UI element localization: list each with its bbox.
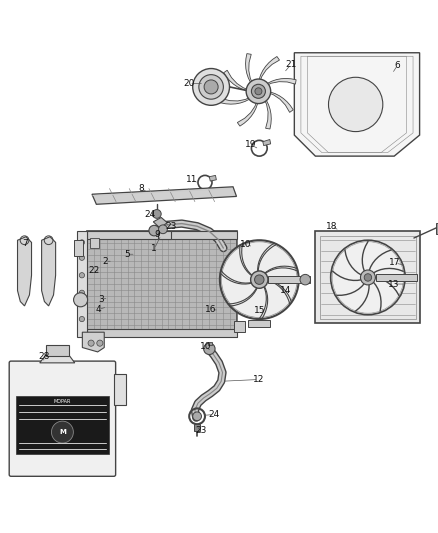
Polygon shape [92, 187, 237, 204]
Text: 17: 17 [389, 259, 401, 268]
Circle shape [246, 79, 271, 103]
Polygon shape [18, 237, 32, 306]
Text: 6: 6 [395, 61, 401, 69]
Circle shape [364, 274, 371, 281]
Polygon shape [90, 238, 99, 248]
Circle shape [360, 270, 375, 285]
Circle shape [79, 273, 85, 278]
Polygon shape [234, 321, 245, 332]
Polygon shape [158, 231, 171, 239]
Circle shape [79, 290, 85, 295]
Polygon shape [258, 56, 279, 84]
Circle shape [220, 240, 299, 319]
Circle shape [251, 84, 265, 98]
Bar [16, 397, 109, 455]
Circle shape [193, 412, 201, 421]
Text: 12: 12 [253, 375, 264, 384]
Text: 23: 23 [195, 426, 206, 435]
Text: 14: 14 [280, 286, 291, 295]
Circle shape [159, 225, 167, 233]
Polygon shape [376, 274, 417, 281]
Text: 24: 24 [144, 211, 155, 219]
Circle shape [328, 77, 383, 132]
Polygon shape [248, 320, 270, 327]
Text: M: M [59, 429, 66, 435]
Text: 20: 20 [184, 79, 195, 88]
Text: 2: 2 [102, 257, 108, 266]
Circle shape [79, 255, 85, 260]
Circle shape [88, 340, 94, 346]
Text: 15: 15 [254, 306, 265, 315]
FancyBboxPatch shape [9, 361, 116, 477]
Text: 19: 19 [245, 140, 256, 149]
Text: 13: 13 [388, 279, 399, 288]
Bar [87, 329, 237, 336]
Circle shape [52, 421, 74, 443]
Polygon shape [263, 97, 271, 129]
Polygon shape [268, 276, 310, 283]
Text: 4: 4 [96, 305, 101, 314]
Polygon shape [266, 91, 293, 112]
Polygon shape [209, 175, 216, 181]
Bar [320, 236, 416, 319]
Circle shape [193, 69, 230, 106]
Text: 3: 3 [98, 295, 104, 304]
Circle shape [254, 275, 264, 285]
Polygon shape [221, 96, 253, 104]
Circle shape [79, 240, 85, 245]
Polygon shape [237, 99, 258, 126]
Circle shape [79, 317, 85, 322]
Text: 22: 22 [88, 266, 100, 276]
Text: 21: 21 [286, 60, 297, 69]
Text: 23: 23 [165, 222, 177, 231]
Text: 10: 10 [240, 240, 252, 249]
Text: 16: 16 [205, 305, 217, 314]
Polygon shape [246, 54, 254, 86]
Polygon shape [42, 237, 56, 306]
Text: 9: 9 [155, 230, 161, 239]
Polygon shape [263, 140, 271, 146]
Text: 28: 28 [38, 352, 49, 361]
Polygon shape [294, 53, 420, 156]
Polygon shape [194, 424, 200, 431]
Polygon shape [74, 240, 83, 255]
Circle shape [149, 225, 159, 236]
Polygon shape [114, 374, 126, 405]
Bar [46, 345, 69, 356]
Text: 1: 1 [151, 245, 157, 254]
Text: 5: 5 [124, 250, 130, 259]
Polygon shape [208, 342, 212, 345]
Polygon shape [82, 332, 104, 352]
Text: MOPAR: MOPAR [54, 399, 71, 405]
Circle shape [251, 271, 268, 288]
Circle shape [204, 80, 218, 94]
Circle shape [300, 274, 311, 285]
Bar [87, 231, 237, 336]
Polygon shape [224, 70, 251, 91]
Polygon shape [40, 353, 75, 363]
Bar [87, 231, 237, 239]
Bar [77, 231, 87, 336]
Circle shape [204, 343, 215, 354]
Text: 8: 8 [138, 184, 144, 193]
Text: 18: 18 [326, 222, 338, 231]
Circle shape [97, 340, 103, 346]
Polygon shape [264, 78, 296, 86]
Bar [315, 231, 420, 324]
Polygon shape [436, 223, 438, 233]
Text: 24: 24 [208, 410, 219, 419]
Text: 11: 11 [186, 175, 198, 184]
Circle shape [152, 209, 161, 219]
Circle shape [74, 293, 88, 307]
Polygon shape [153, 217, 167, 228]
Circle shape [199, 75, 223, 99]
Circle shape [255, 88, 262, 95]
Text: 10: 10 [200, 342, 212, 351]
Text: 7: 7 [22, 239, 28, 248]
Circle shape [331, 240, 405, 314]
